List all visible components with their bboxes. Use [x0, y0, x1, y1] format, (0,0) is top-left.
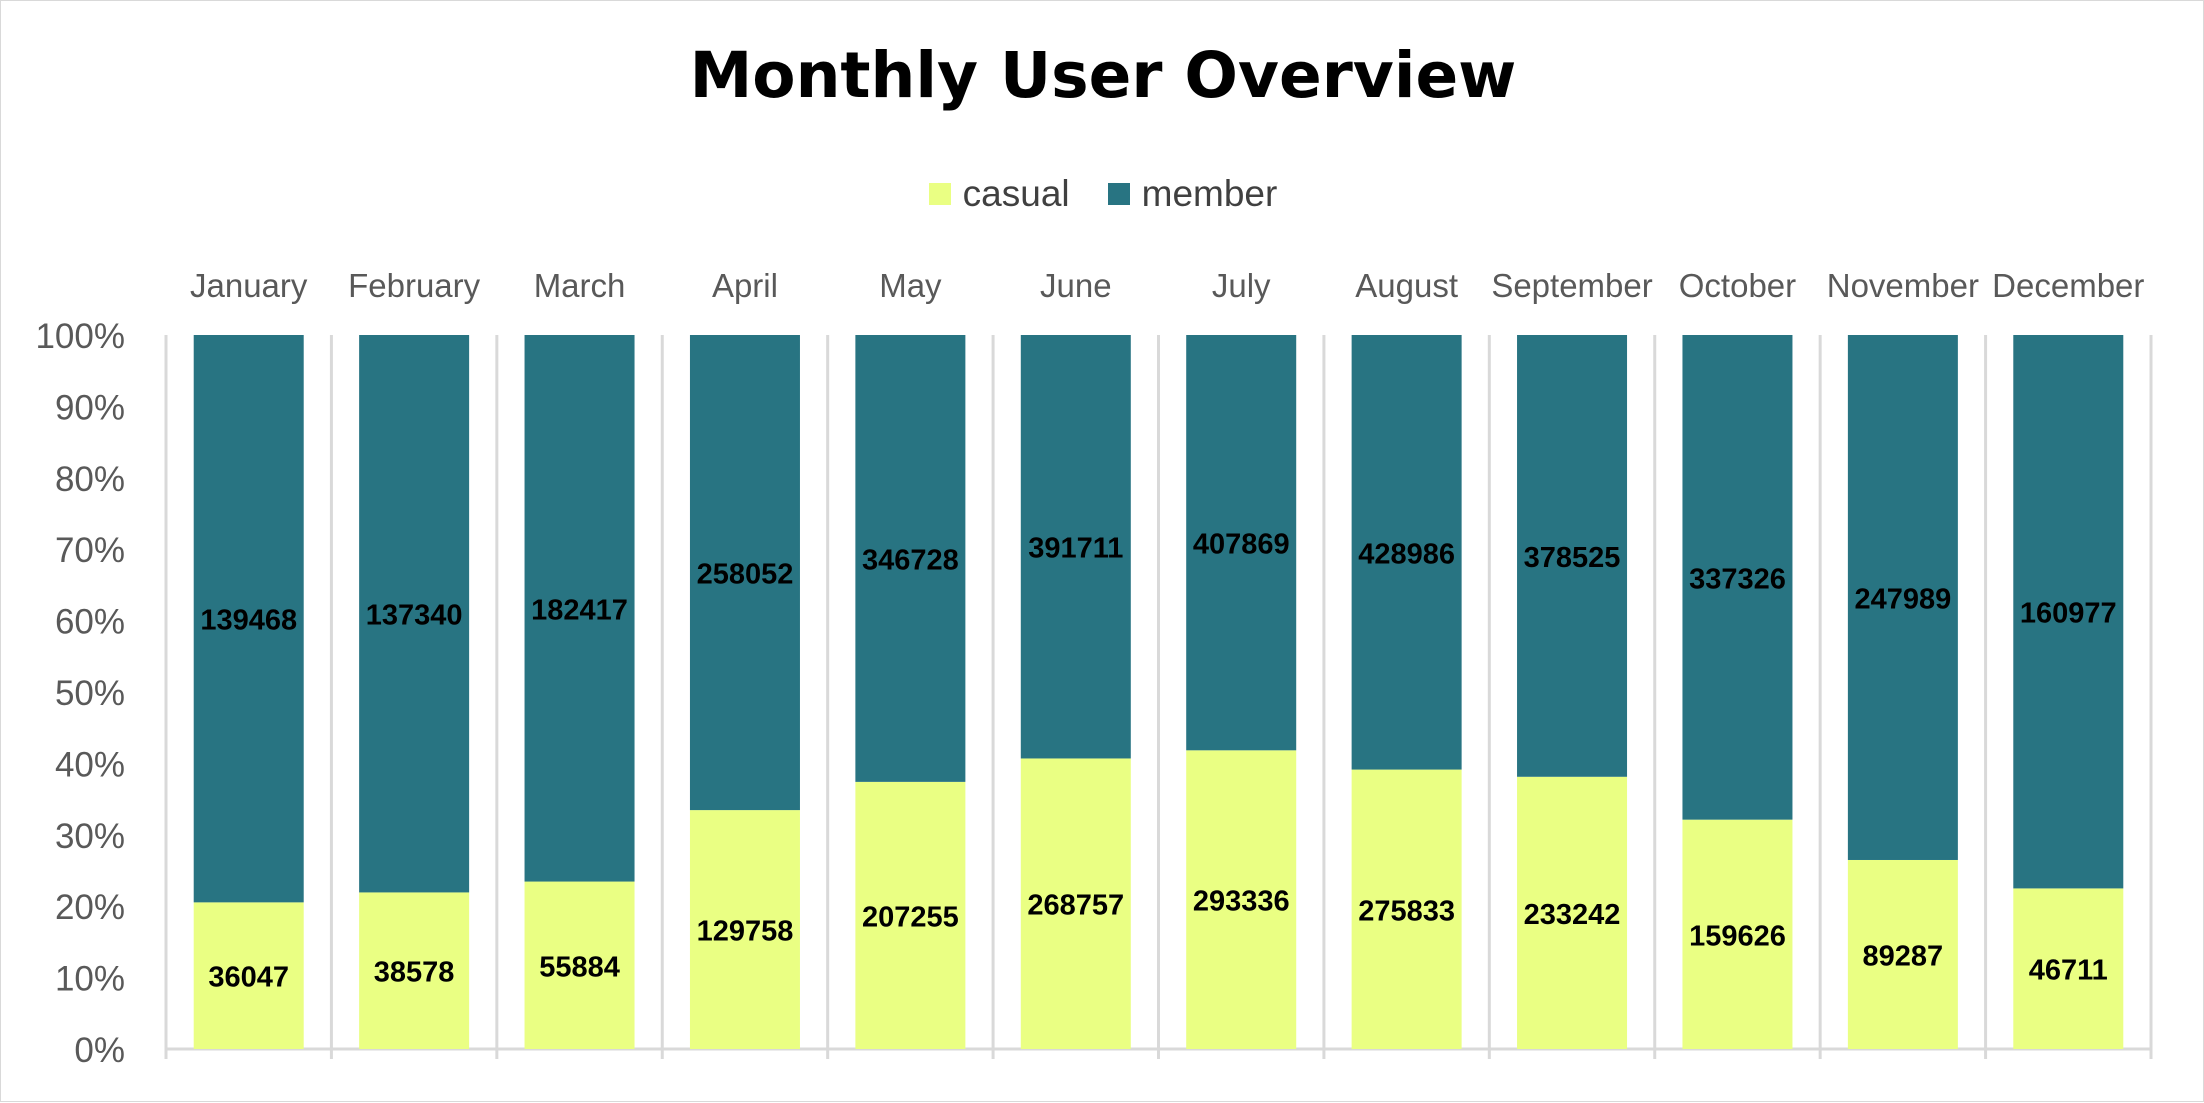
bar-member: [2013, 335, 2124, 889]
category-label: August: [1355, 267, 1458, 304]
data-label-member: 160977: [2020, 598, 2117, 630]
y-tick-label: 50%: [55, 674, 125, 713]
y-tick-label: 30%: [55, 817, 125, 856]
data-label-member: 428986: [1358, 538, 1455, 570]
bar-casual: [1847, 859, 1958, 1049]
bar-casual: [855, 781, 966, 1049]
bar-member: [359, 335, 470, 893]
bar-casual: [2013, 888, 2124, 1049]
data-label-casual: 46711: [2029, 955, 2108, 987]
legend-label-casual: casual: [962, 173, 1070, 214]
bar-casual: [1682, 819, 1793, 1049]
bar-member: [524, 335, 635, 882]
data-label-member: 378525: [1524, 542, 1621, 574]
y-tick-label: 70%: [55, 531, 125, 570]
data-label-member: 247989: [1854, 583, 1951, 615]
chart-title: Monthly User Overview: [689, 39, 1517, 112]
legend-label-member: member: [1141, 173, 1278, 214]
bar-casual: [524, 881, 635, 1049]
bar-casual: [359, 892, 470, 1049]
bar-member: [855, 335, 966, 782]
y-tick-label: 80%: [55, 460, 125, 499]
legend-item-casual: casual: [928, 173, 1070, 215]
data-label-member: 407869: [1193, 529, 1290, 561]
category-label: July: [1212, 267, 1271, 304]
y-tick-label: 10%: [55, 960, 125, 999]
category-label: November: [1827, 267, 1979, 304]
data-label-casual: 268757: [1027, 890, 1124, 922]
data-label-casual: 129758: [697, 916, 794, 948]
legend: casual member: [1, 173, 2204, 215]
data-label-member: 137340: [366, 600, 463, 632]
data-label-casual: 89287: [1863, 940, 1944, 972]
y-tick-label: 100%: [35, 317, 125, 356]
data-label-member: 182417: [531, 594, 628, 626]
data-label-member: 337326: [1689, 563, 1786, 595]
y-tick-label: 0%: [74, 1031, 125, 1070]
category-label: March: [534, 267, 626, 304]
data-label-casual: 55884: [539, 951, 620, 983]
legend-item-member: member: [1107, 173, 1278, 215]
category-label: September: [1491, 267, 1652, 304]
data-label-member: 139468: [200, 605, 297, 637]
bar-member: [1517, 335, 1628, 777]
y-tick-label: 60%: [55, 603, 125, 642]
bar-casual: [1020, 758, 1131, 1049]
y-tick-label: 20%: [55, 888, 125, 927]
category-label: May: [879, 267, 942, 304]
category-label: June: [1040, 267, 1112, 304]
category-label: April: [712, 267, 778, 304]
data-label-member: 258052: [697, 559, 794, 591]
data-label-casual: 233242: [1524, 899, 1621, 931]
bar-member: [193, 335, 304, 903]
bar-casual: [1186, 750, 1297, 1049]
bar-member: [1020, 335, 1131, 759]
data-label-casual: 36047: [208, 962, 289, 994]
bar-member: [1682, 335, 1793, 820]
bar-member: [1351, 335, 1462, 770]
y-tick-label: 90%: [55, 388, 125, 427]
bar-casual: [1517, 776, 1628, 1049]
bar-casual: [193, 902, 304, 1049]
data-label-casual: 293336: [1193, 886, 1290, 918]
bar-member: [1847, 335, 1958, 860]
legend-swatch-casual: [928, 183, 951, 205]
legend-swatch-member: [1107, 183, 1130, 205]
category-label: October: [1679, 267, 1796, 304]
data-label-member: 391711: [1028, 533, 1123, 565]
data-label-member: 346728: [862, 544, 959, 576]
category-label: January: [190, 267, 308, 304]
y-tick-label: 40%: [55, 745, 125, 784]
bar-casual: [689, 810, 800, 1049]
data-label-casual: 275833: [1358, 895, 1455, 927]
bar-casual: [1351, 769, 1462, 1049]
bar-member: [1186, 335, 1297, 751]
bar-member: [689, 335, 800, 811]
data-label-casual: 38578: [374, 957, 455, 989]
category-label: February: [348, 267, 481, 304]
category-label: December: [1992, 267, 2144, 304]
data-label-casual: 159626: [1689, 920, 1786, 952]
data-label-casual: 207255: [862, 901, 959, 933]
